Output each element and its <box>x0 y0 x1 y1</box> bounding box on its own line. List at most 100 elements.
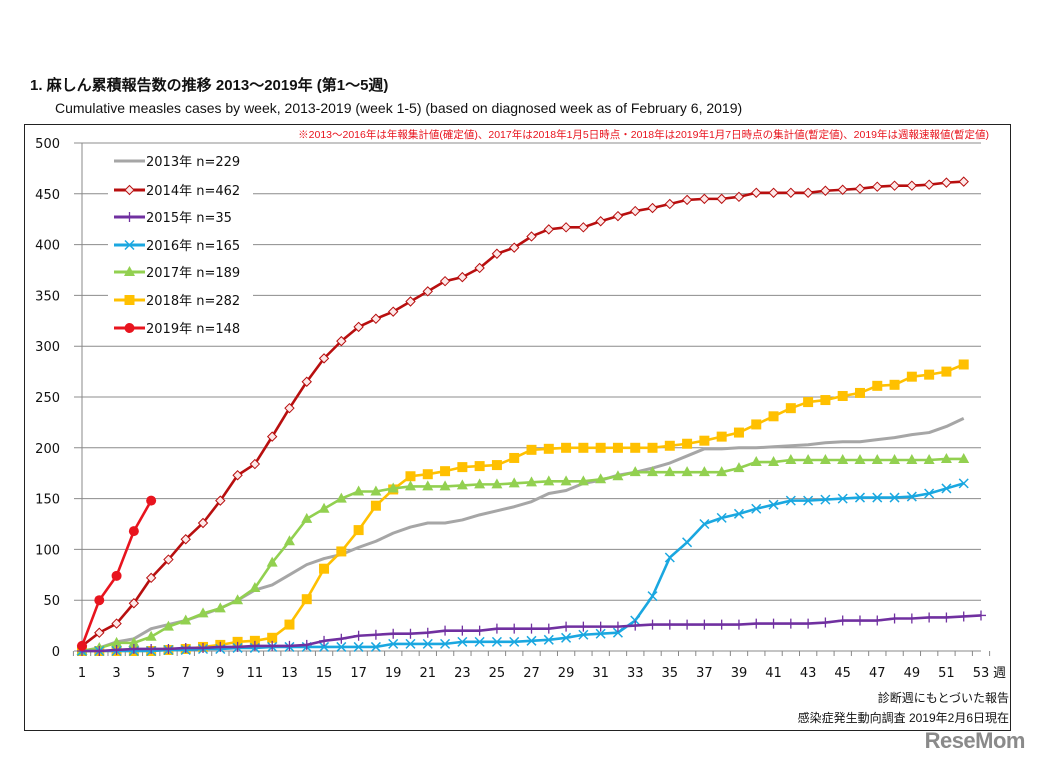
series-2016-marker <box>958 478 969 489</box>
series-2014-marker <box>785 187 797 198</box>
series-2017-line <box>81 457 964 653</box>
series-2017-marker <box>733 462 745 473</box>
series-2015-marker <box>682 619 693 630</box>
legend-marker <box>124 295 135 305</box>
series-2015-marker <box>733 619 744 630</box>
series-2015-marker <box>163 643 174 654</box>
series-2018-marker <box>440 466 451 477</box>
series-2015-marker <box>768 618 779 629</box>
series-2017-marker <box>283 535 295 546</box>
series-2018-marker <box>682 438 693 449</box>
series-2016-marker <box>664 552 675 563</box>
y-tick-label: 200 <box>35 442 60 457</box>
series-2017-marker <box>508 477 520 488</box>
x-tick-label: 39 <box>731 666 748 681</box>
series-2014-marker <box>474 262 485 274</box>
x-tick-label: 27 <box>523 666 540 681</box>
series-2017-marker <box>940 452 952 463</box>
series-2016-marker <box>353 641 364 652</box>
series-2017-marker <box>387 482 399 493</box>
series-2017-marker <box>819 453 831 464</box>
legend-item: 2018年 n=282 <box>114 294 240 309</box>
series-2018-marker <box>370 500 381 511</box>
series-2017-marker <box>612 470 624 481</box>
series-2016-marker <box>820 494 831 505</box>
series-2016-marker <box>733 508 744 519</box>
series-2014-line <box>81 180 964 647</box>
series-2017-marker <box>232 594 244 605</box>
y-tick-label: 100 <box>35 543 60 558</box>
series-2018-marker <box>267 632 278 643</box>
series-2015-marker <box>232 641 243 652</box>
series-2014-marker <box>751 187 762 198</box>
series-2015-marker <box>405 628 416 639</box>
series-2014-marker <box>284 402 295 414</box>
legend-marker <box>124 184 135 196</box>
series-2014-marker <box>716 193 727 205</box>
series-2018-marker <box>854 387 865 398</box>
series-2016-marker <box>941 483 952 494</box>
series-2014-marker <box>163 554 174 565</box>
series-2019-marker <box>128 526 139 537</box>
series-2015-marker <box>699 619 710 630</box>
legend-marker <box>124 212 135 222</box>
legend-label: 2015年 n=35 <box>146 211 232 226</box>
series-2014-marker <box>526 231 537 242</box>
series-2016-marker <box>924 488 935 499</box>
series-2016-marker <box>422 638 433 649</box>
series-2017-marker <box>906 453 918 464</box>
series-2015-marker <box>111 644 122 655</box>
series-2018-marker <box>422 469 433 480</box>
series-2014-marker <box>457 271 468 283</box>
series-2015-marker <box>958 611 969 622</box>
series-2016-marker <box>872 492 883 503</box>
series-2016-marker <box>612 627 623 638</box>
series-2014-marker <box>180 534 191 545</box>
page-title: 1. 麻しん累積報告数の推移 2013〜2019年 (第1〜5週) <box>30 77 389 94</box>
series-2017-marker <box>197 607 209 618</box>
legend-label: 2018年 n=282 <box>146 294 240 309</box>
series-2015 <box>77 610 986 656</box>
series-2015-marker <box>526 623 537 634</box>
series-2017-marker <box>335 492 347 503</box>
series-2014-marker <box>906 180 918 191</box>
series-2017-marker <box>595 473 607 484</box>
series-2018-marker <box>578 442 589 453</box>
series-2015-marker <box>854 615 865 626</box>
y-tick-label: 0 <box>52 645 60 660</box>
series-2017-marker <box>474 478 486 489</box>
series-2015-marker <box>180 642 191 653</box>
x-tick-label: 23 <box>454 666 471 681</box>
series-2017-marker <box>162 620 174 631</box>
series-2015-marker <box>543 623 554 634</box>
chart-subtitle: Cumulative measles cases by week, 2013-2… <box>55 100 743 116</box>
series-2014-marker <box>595 216 606 227</box>
series-2014-marker <box>889 180 900 191</box>
x-tick-label: 29 <box>558 666 575 681</box>
series-2015-marker <box>474 625 485 636</box>
series-2019-marker <box>94 595 105 606</box>
series-2017-marker <box>854 453 866 464</box>
x-tick-label: 19 <box>385 666 402 681</box>
x-tick-label: 15 <box>316 666 333 681</box>
series-2017-marker <box>664 466 676 477</box>
series-2014-marker <box>301 376 312 387</box>
series-2017-marker <box>958 452 970 463</box>
series-2016-marker <box>561 632 572 643</box>
series-2017-marker <box>577 475 589 486</box>
x-tick-label: 5 <box>147 666 155 681</box>
series-2018-marker <box>561 442 572 453</box>
series-2016-marker <box>440 638 451 649</box>
series-2017-marker <box>370 485 382 496</box>
series-2015-marker <box>491 623 502 634</box>
series-2018-marker <box>249 635 260 646</box>
series-2017-marker <box>923 453 935 464</box>
x-tick-label: 51 <box>938 666 955 681</box>
series-2018-marker <box>284 619 295 630</box>
x-tick-label: 21 <box>419 666 436 681</box>
series-2016-marker <box>768 499 779 510</box>
series-2014-marker <box>578 222 589 233</box>
series-2018-marker <box>958 359 969 370</box>
series-2014-marker <box>647 202 658 214</box>
